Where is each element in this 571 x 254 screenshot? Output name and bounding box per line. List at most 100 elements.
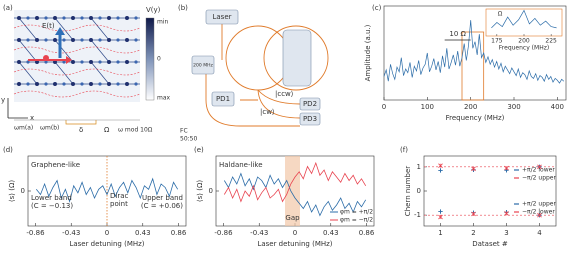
- colorbar: [145, 17, 155, 101]
- fc-label: FC: [180, 128, 188, 135]
- pd2-label: PD2: [303, 100, 317, 108]
- annotation: Haldane-like: [219, 161, 263, 169]
- x-tick-label: 0.86: [171, 229, 187, 237]
- y-axis-label: Amplitude (a.u.): [364, 24, 372, 81]
- ring: [225, 25, 291, 91]
- x-tick-label: -0.86: [26, 229, 45, 237]
- axes-arrows: [7, 98, 28, 119]
- y-tick-label: 1: [417, 163, 421, 171]
- legend-label: −π/2 upper: [522, 175, 556, 182]
- fc-ratio: 50:50: [180, 136, 197, 143]
- cw-label: |cw⟩: [260, 108, 275, 116]
- marker: [537, 212, 542, 218]
- delta-bracket: [65, 120, 97, 125]
- inset-x-tick-label: 225: [545, 38, 557, 45]
- pd1-label: PD1: [216, 95, 230, 103]
- y-axis-label: ⟨s⟩ (Ω): [196, 180, 204, 202]
- marker: [504, 211, 509, 216]
- aom-box: [191, 55, 215, 75]
- y-axis-label: ⟨s⟩ (Ω): [8, 180, 16, 202]
- legend-label: +π/2 lower: [522, 167, 555, 174]
- y-tick-label: 0: [209, 187, 213, 195]
- series-line: [35, 177, 179, 203]
- marker: [471, 166, 476, 172]
- panel-label: (e): [194, 146, 204, 154]
- annotation: (C = −0.13): [31, 202, 73, 210]
- x-tick-label: -0.43: [62, 229, 80, 237]
- lattice-sites: [14, 10, 140, 98]
- x-tick-label: 300: [507, 103, 520, 111]
- x-axis-label: Laser detuning (MHz): [257, 240, 332, 248]
- gap-region: [285, 156, 300, 226]
- laser-box: [205, 9, 239, 25]
- gap-label: Gap: [285, 214, 300, 222]
- y-tick-label: -1: [414, 211, 421, 219]
- x-tick-label: 0.86: [359, 229, 375, 237]
- x-tick-label: 0: [382, 103, 386, 111]
- x-axis-label: Laser detuning (MHz): [69, 240, 144, 248]
- marker: [438, 209, 443, 214]
- axis-y-label: y: [1, 96, 5, 104]
- marker: [504, 165, 509, 171]
- marker: [537, 164, 542, 170]
- x-axis-label: Frequency (MHz): [446, 114, 505, 122]
- x-tick-label: 200: [464, 103, 477, 111]
- pd3-label: PD3: [303, 115, 317, 123]
- fiber: [257, 89, 301, 119]
- x-tick-label: 400: [551, 103, 564, 111]
- annotation: (C = +0.06): [141, 202, 183, 210]
- inset-x-label: Frequency (MHz): [499, 45, 549, 52]
- legend-label: φm = +π/2: [340, 209, 373, 216]
- inset-line: [491, 9, 557, 29]
- omega-label: Ω: [104, 126, 110, 134]
- panel-label: (d): [3, 146, 13, 154]
- colorbar-label: min: [157, 19, 169, 26]
- panel-label: (f): [400, 146, 408, 154]
- x-tick-label: 4: [537, 229, 542, 237]
- delta-label: δ: [79, 126, 83, 134]
- colorbar-label: 0: [157, 56, 161, 63]
- inset-frame: [485, 8, 563, 37]
- arrow-label: 10 Ω: [449, 30, 466, 38]
- series-line: [223, 161, 367, 203]
- x-tick-label: 2: [471, 229, 475, 237]
- x-tick-label: 100: [421, 103, 434, 111]
- x-tick-label: 0.43: [135, 229, 151, 237]
- pd1-box: [211, 91, 235, 107]
- panel-label: (c): [372, 4, 382, 12]
- annotation: Upper band: [142, 194, 183, 202]
- legend-label: +π/2 upper: [522, 201, 556, 208]
- inset-x-tick-label: 175: [491, 38, 503, 45]
- x-tick-label: 0.43: [323, 229, 339, 237]
- y-tick-label: 0: [21, 187, 25, 195]
- colorbar-title: V(y): [146, 6, 161, 14]
- annotation: Lower band: [31, 194, 72, 202]
- freq-b: ωm(b): [40, 125, 59, 132]
- marker: [438, 163, 443, 168]
- modulator-box: [282, 29, 312, 87]
- x-axis-label: Dataset #: [472, 240, 508, 248]
- legend-label: −π/2 lower: [522, 209, 555, 216]
- field-label: E(t): [42, 22, 55, 30]
- marker: [438, 214, 443, 220]
- annotation: point: [110, 200, 128, 208]
- freq-a: ωm(a): [14, 125, 33, 132]
- x-tick-label: -0.43: [250, 229, 268, 237]
- annotation: Dirac: [110, 192, 129, 200]
- axis-x-label: x: [30, 114, 34, 122]
- y-tick-label: 0: [417, 187, 421, 195]
- colorbar-label: max: [157, 95, 171, 102]
- field-arrow-head: [55, 27, 65, 35]
- annotation: Graphene-like: [31, 161, 80, 169]
- highlight-box: [461, 31, 485, 101]
- inset-x-tick-label: 200: [518, 38, 530, 45]
- inset-label: Ω: [498, 11, 503, 18]
- marker: [471, 211, 476, 217]
- ring: [263, 25, 329, 91]
- x-tick-label: -0.86: [214, 229, 233, 237]
- lattice: E(t): [13, 10, 141, 102]
- x-tick-label: 1: [438, 229, 442, 237]
- y-axis-label: Chern number: [404, 166, 412, 216]
- panel-label: (b): [178, 4, 188, 12]
